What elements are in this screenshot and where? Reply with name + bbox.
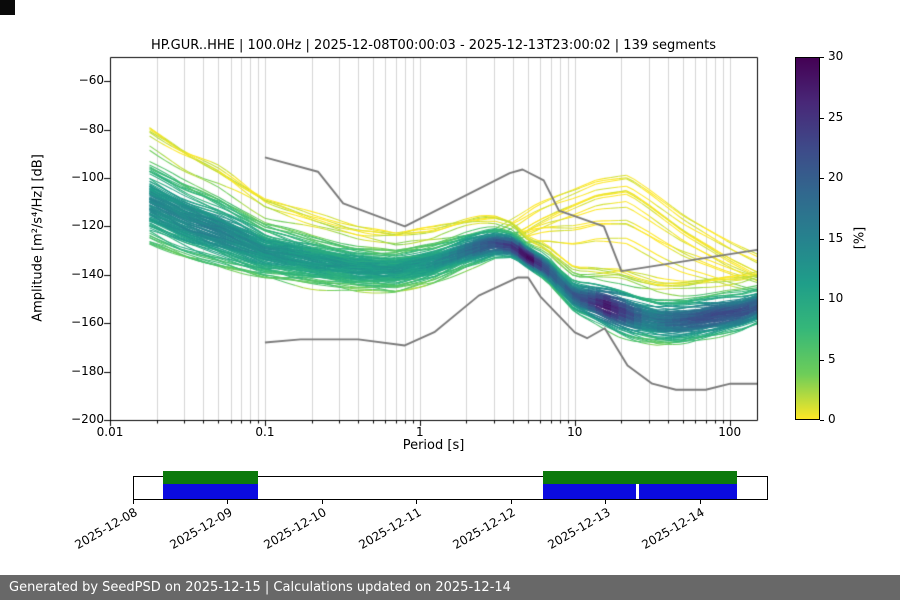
timeline-day-tick (227, 500, 228, 504)
y-tick-label: −160 (71, 315, 104, 330)
timeline-day-tick (322, 500, 323, 504)
y-tick-label: −200 (71, 412, 104, 426)
timeline-day-tick (416, 500, 417, 504)
colorbar-tick-label: 20 (828, 170, 844, 184)
colorbar-tick-label: 25 (828, 109, 844, 124)
timeline-date-label: 2025-12-13 (545, 505, 613, 552)
y-tick-label: −80 (78, 121, 104, 136)
timeline-span-processed (163, 471, 258, 484)
timeline-date-label: 2025-12-12 (450, 505, 518, 552)
timeline-day-tick (700, 500, 701, 504)
colorbar-tick (820, 420, 824, 421)
x-tick-label: 0.01 (96, 425, 124, 439)
colorbar-tick-label: 0 (828, 412, 836, 426)
timeline-span-data (163, 484, 258, 499)
timeline-date-label: 2025-12-10 (261, 505, 329, 552)
timeline-span-processed (543, 471, 737, 484)
x-tick-label: 100 (718, 425, 742, 439)
y-axis-label: Amplitude [m²/s⁴/Hz] [dB] (30, 154, 46, 322)
colorbar-tick-label: 15 (828, 230, 844, 245)
x-tick-label: 10 (567, 425, 583, 439)
y-tick-label: −100 (71, 170, 104, 184)
colorbar-tick-label: 10 (828, 291, 844, 305)
timeline-gap (635, 484, 639, 499)
timeline-date-label: 2025-12-09 (167, 505, 235, 552)
colorbar (795, 57, 820, 420)
ppsd-plot-canvas (0, 0, 900, 470)
colorbar-tick-label: 5 (828, 351, 836, 366)
y-tick-label: −120 (71, 218, 104, 233)
y-tick-label: −140 (71, 266, 104, 281)
footer-bar: Generated by SeedPSD on 2025-12-15 | Cal… (0, 575, 900, 600)
colorbar-tick (820, 239, 824, 240)
timeline-day-tick (511, 500, 512, 504)
timeline-day-tick (133, 500, 134, 504)
timeline-date-label: 2025-12-14 (639, 505, 707, 552)
timeline-day-tick (605, 500, 606, 504)
chart-title: HP.GUR..HHE | 100.0Hz | 2025-12-08T00:00… (150, 38, 717, 53)
timeline-span-data (543, 484, 737, 499)
colorbar-tick-label: 30 (828, 49, 844, 63)
y-tick-label: −60 (78, 73, 104, 88)
timeline-date-label: 2025-12-11 (356, 505, 424, 552)
colorbar-label: [%] (852, 226, 868, 250)
y-tick-label: −180 (71, 363, 104, 378)
x-tick-label: 0.1 (255, 425, 275, 439)
colorbar-tick (820, 178, 824, 179)
x-axis-label: Period [s] (402, 438, 465, 453)
x-tick-label: 1 (416, 425, 424, 439)
colorbar-tick (820, 360, 824, 361)
colorbar-tick (820, 118, 824, 119)
colorbar-tick (820, 299, 824, 300)
colorbar-tick (820, 57, 824, 58)
timeline-date-label: 2025-12-08 (72, 505, 140, 552)
footer-text: Generated by SeedPSD on 2025-12-15 | Cal… (9, 580, 511, 595)
